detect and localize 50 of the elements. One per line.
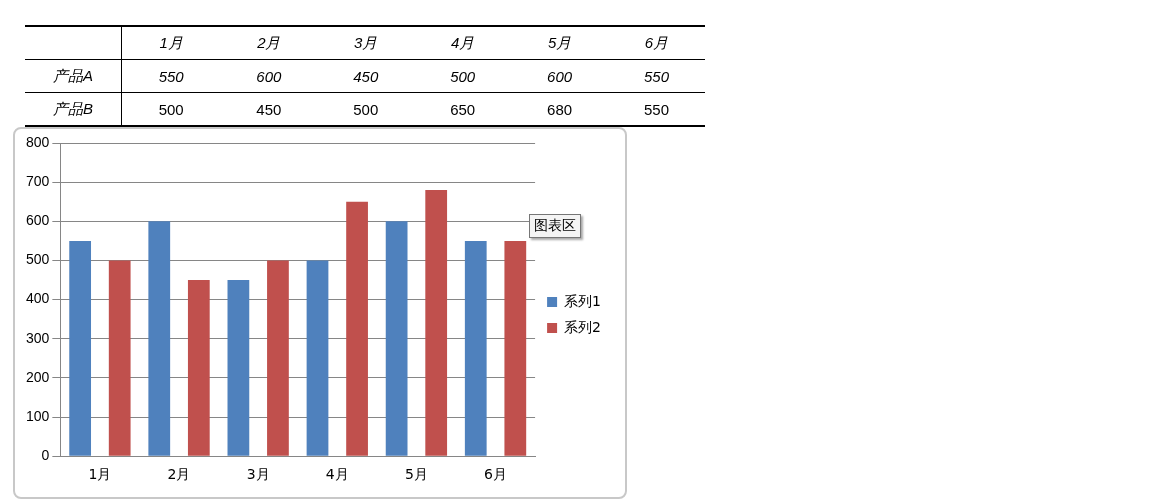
bar [464,240,487,456]
data-label: 500 [352,99,380,120]
x-tick-label: 2月 [167,466,191,483]
bar [385,221,408,456]
y-tick-label: 0 [41,447,50,464]
y-tick-label: 500 [26,251,50,268]
bar [425,189,448,456]
x-tick-label: 3月 [246,466,270,483]
y-tick-label: 产品B [25,92,122,126]
data-label: 550 [157,66,185,87]
y-tick-label: 700 [26,173,50,190]
x-tick-label: 2月 [256,32,282,53]
data-label: 550 [643,66,671,87]
legend-label: 系列2 [564,318,602,335]
bar [108,260,131,456]
y-tick-label: 200 [26,368,50,385]
x-tick-label: 3月 [353,32,379,53]
data-label: 450 [352,66,380,87]
data-label: 680 [546,99,574,120]
x-tick-label: 1月 [88,466,112,483]
data-label: 450 [255,99,283,120]
x-tick-label: 5月 [546,32,573,53]
y-tick-label: 产品A [25,59,122,93]
x-tick-label: 4月 [450,32,476,53]
data-label: 500 [157,99,185,120]
y-tick-label: 600 [26,212,50,229]
data-label: 500 [449,66,477,87]
data-label: 550 [643,99,671,120]
bar [504,240,527,456]
annotation: 图表区 [529,214,581,238]
x-tick-label: 1月 [158,32,184,53]
bar [69,240,92,456]
bar [306,260,329,456]
data-label: 600 [255,66,283,87]
bar [148,221,171,456]
x-tick-label: 6月 [484,466,507,483]
y-tick-label: 400 [26,290,50,307]
x-tick-label: 5月 [404,466,428,483]
data-label: 650 [449,99,477,120]
x-tick-label: 4月 [325,466,349,483]
bar [187,280,210,456]
legend-label: 系列1 [564,292,602,309]
bar [346,201,368,456]
bar [227,280,250,456]
y-tick-label: 100 [26,407,50,424]
data-label: 600 [546,66,574,87]
y-tick-label: 300 [26,329,50,346]
y-tick-label: 800 [26,133,50,150]
bar [267,260,289,456]
x-tick-label: 6月 [643,32,670,53]
